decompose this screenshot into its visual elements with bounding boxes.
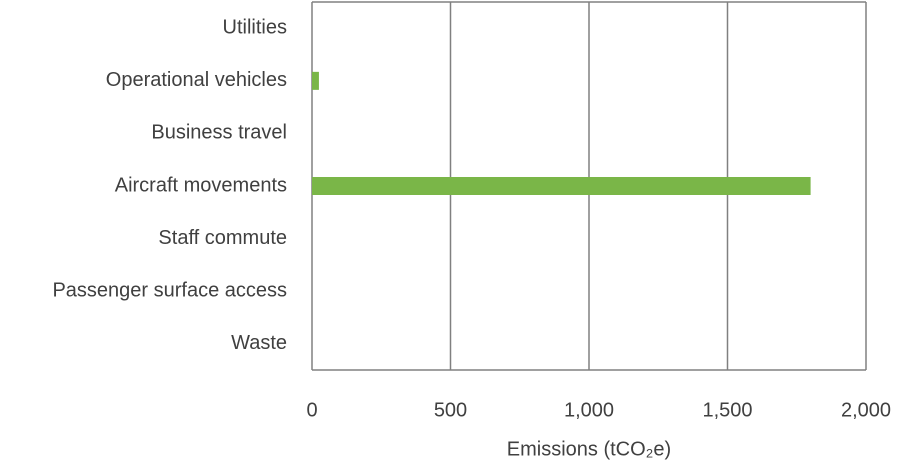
y-tick-label: Utilities [223, 17, 287, 39]
x-tick-label: 1,000 [564, 399, 614, 421]
x-tick-label: 500 [434, 399, 467, 421]
y-tick-label: Staff commute [158, 227, 287, 249]
y-tick-label: Waste [231, 332, 287, 354]
bar [312, 177, 811, 195]
x-tick-label: 1,500 [702, 399, 752, 421]
y-tick-label: Aircraft movements [115, 174, 287, 196]
bar [312, 71, 319, 90]
y-tick-label: Business travel [151, 122, 287, 144]
y-tick-label: Passenger surface access [52, 279, 287, 301]
y-tick-label: Operational vehicles [106, 69, 287, 91]
x-tick-label: 2,000 [841, 399, 891, 421]
x-axis-label: Emissions (tCO₂e) [507, 438, 671, 460]
x-tick-label: 0 [306, 399, 317, 421]
